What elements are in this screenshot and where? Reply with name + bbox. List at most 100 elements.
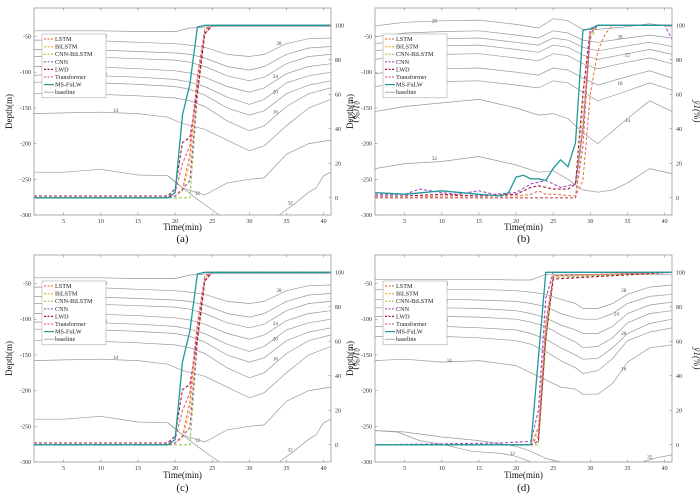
y-right-tick-label: 100 bbox=[335, 270, 344, 276]
series-line-transformer bbox=[34, 24, 331, 199]
legend-label: MS-FuLW bbox=[396, 329, 423, 336]
x-tick-label: 10 bbox=[439, 466, 445, 472]
panel-caption: (c) bbox=[176, 482, 189, 494]
contour-label: 16 bbox=[273, 358, 279, 363]
legend: LSTMBiLSTMCNN-BiLSTMCNNLWDTransformerMS-… bbox=[41, 33, 107, 99]
series-line-ms-fulw bbox=[375, 24, 672, 197]
legend-label: LWD bbox=[55, 313, 69, 320]
legend-label: Transformer bbox=[55, 74, 86, 81]
y-left-tick-label: -50 bbox=[23, 35, 31, 41]
baseline-contour-line bbox=[34, 26, 331, 32]
x-tick-label: 20 bbox=[172, 466, 178, 472]
legend-label: CNN-BiLSTM bbox=[55, 51, 93, 58]
legend-label: CNN bbox=[55, 306, 69, 313]
baseline-contour-line bbox=[34, 273, 331, 279]
baseline-contour-line bbox=[375, 156, 672, 193]
y-right-axis-label: ŷ1(%) bbox=[351, 100, 361, 123]
y-left-tick-label: -200 bbox=[20, 142, 31, 148]
x-tick-label: 15 bbox=[135, 219, 141, 225]
baseline-contour-line bbox=[642, 454, 672, 462]
series-line-lwd bbox=[375, 271, 672, 446]
contour-label: 28 bbox=[618, 36, 624, 41]
legend-label: LSTM bbox=[396, 36, 413, 43]
series-line-ms-fulw bbox=[34, 24, 331, 199]
legend: LSTMBiLSTMCNN-BiLSTMCNNLWDTransformerMS-… bbox=[382, 280, 448, 346]
baseline-contour-line bbox=[375, 293, 672, 320]
y-left-axis-label: Depth(m) bbox=[4, 341, 14, 376]
y-right-tick-label: 0 bbox=[335, 443, 338, 449]
legend: LSTMBiLSTMCNN-BiLSTMCNNLWDTransformerMS-… bbox=[382, 33, 448, 99]
baseline-contour-line bbox=[375, 310, 672, 349]
y-left-axis-label: Depth(m) bbox=[4, 94, 14, 129]
baseline-contour-line bbox=[375, 301, 672, 334]
baseline-contour-line bbox=[375, 344, 672, 395]
legend-label: MS-FuLW bbox=[396, 82, 423, 89]
y-left-tick-label: -50 bbox=[23, 282, 31, 288]
legend-label: baseline bbox=[396, 336, 417, 343]
x-tick-label: 5 bbox=[403, 466, 406, 472]
chart-panel-4: 28221814282420161232510152025303540-50-1… bbox=[345, 254, 700, 494]
x-tick-label: 5 bbox=[62, 219, 65, 225]
y-left-tick-label: -200 bbox=[361, 142, 372, 148]
y-right-tick-label: 60 bbox=[676, 339, 682, 345]
model-series bbox=[375, 24, 672, 199]
y-right-tick-label: 40 bbox=[335, 374, 341, 380]
y-right-tick-label: 60 bbox=[335, 92, 341, 98]
y-right-tick-label: 100 bbox=[676, 23, 685, 29]
x-tick-label: 10 bbox=[98, 466, 104, 472]
x-tick-label: 15 bbox=[135, 466, 141, 472]
legend-label: LWD bbox=[396, 66, 410, 73]
contour-label: 20 bbox=[273, 91, 279, 96]
baseline-contour-line bbox=[375, 430, 532, 462]
legend-label: Transformer bbox=[55, 321, 86, 328]
y-left-tick-label: -250 bbox=[361, 177, 372, 183]
x-tick-label: 30 bbox=[587, 466, 593, 472]
series-line-lstm bbox=[375, 24, 672, 199]
contour-label: 32 bbox=[288, 448, 294, 453]
x-axis-label: Time(min) bbox=[504, 470, 543, 480]
baseline-contour-line bbox=[278, 171, 331, 215]
baseline-contour-line bbox=[278, 418, 331, 462]
y-left-tick-label: -300 bbox=[361, 460, 372, 466]
legend-label: baseline bbox=[396, 89, 417, 96]
legend-label: baseline bbox=[55, 89, 76, 96]
plot-frame bbox=[374, 7, 673, 216]
x-tick-label: 35 bbox=[624, 219, 630, 225]
chart-panel-2: 28 28 22 18 14 32 5 10 15 20 25 30 35 40 -50 -100 -150 -2… bbox=[345, 7, 700, 245]
legend-label: Transformer bbox=[396, 74, 427, 81]
legend-label: MS-FuLW bbox=[55, 329, 82, 336]
baseline-contour-line bbox=[375, 99, 672, 145]
y-right-tick-label: 0 bbox=[676, 196, 679, 202]
y-left-axis-label: Depth(m) bbox=[345, 94, 355, 129]
y-right-tick-label: 80 bbox=[335, 305, 341, 311]
contour-label: 32 bbox=[647, 455, 653, 460]
y-right-tick-label: 0 bbox=[335, 196, 338, 202]
contour-label: 12 bbox=[195, 439, 201, 444]
baseline-contour-line bbox=[34, 386, 331, 443]
x-axis-label: Time(min) bbox=[163, 222, 202, 232]
legend-label: LWD bbox=[55, 66, 69, 73]
series-line-cnn-bilstm bbox=[34, 24, 331, 199]
legend-label: CNN-BiLSTM bbox=[396, 51, 434, 58]
y-right-tick-label: 20 bbox=[676, 408, 682, 414]
legend-label: BiLSTM bbox=[396, 291, 419, 298]
y-right-tick-label: 100 bbox=[676, 270, 685, 276]
x-tick-label: 40 bbox=[662, 466, 668, 472]
x-tick-label: 35 bbox=[283, 219, 289, 225]
contour-label: 20 bbox=[273, 338, 279, 343]
y-left-tick-label: -150 bbox=[20, 353, 31, 359]
x-tick-label: 35 bbox=[283, 466, 289, 472]
contour-label: 18 bbox=[618, 82, 624, 87]
baseline-contours bbox=[375, 273, 672, 462]
y-left-tick-label: -150 bbox=[20, 106, 31, 112]
contour-label: 14 bbox=[113, 356, 119, 361]
series-line-lwd bbox=[375, 24, 672, 197]
y-right-axis-label: ŷ1(%) bbox=[351, 347, 361, 370]
contour-label: 28 bbox=[277, 42, 283, 47]
y-left-tick-label: -100 bbox=[20, 317, 31, 323]
y-left-axis-label: Depth(m) bbox=[345, 341, 355, 376]
legend-label: LWD bbox=[396, 313, 410, 320]
x-tick-label: 40 bbox=[321, 466, 327, 472]
y-right-tick-label: 60 bbox=[676, 92, 682, 98]
series-line-lwd bbox=[34, 24, 331, 197]
